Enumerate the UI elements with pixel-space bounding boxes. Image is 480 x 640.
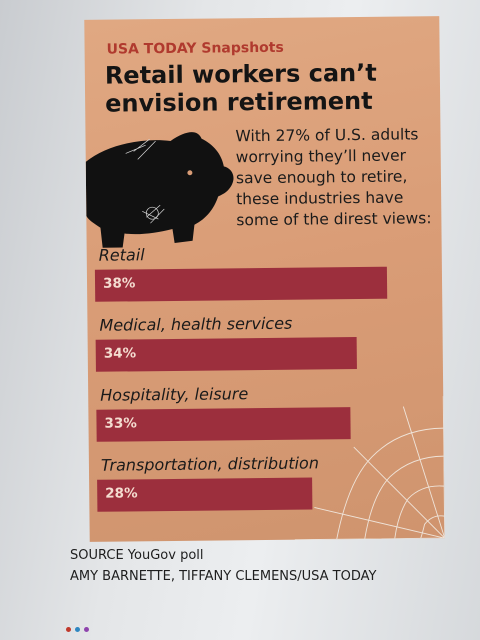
dot-red: [66, 627, 71, 632]
bar: 38%: [94, 266, 388, 302]
category-label: Hospitality, leisure: [100, 384, 249, 405]
dot-blue: [75, 627, 80, 632]
piggy-bank-icon: [85, 132, 234, 248]
category-label: Transportation, distribution: [100, 453, 320, 475]
bar-value-label: 38%: [102, 275, 136, 292]
spider-web-icon: [294, 396, 445, 540]
snapshot-graphic: USA TODAY Snapshots Retail workers can’t…: [84, 16, 445, 542]
dot-purple: [84, 627, 89, 632]
category-label: Retail: [98, 245, 145, 265]
source-line: SOURCE YouGov poll: [70, 548, 204, 563]
bar-value-label: 33%: [104, 415, 137, 432]
bar-value-label: 28%: [105, 485, 138, 502]
credit-line: AMY BARNETTE, TIFFANY CLEMENS/USA TODAY: [70, 569, 377, 584]
category-label: Medical, health services: [99, 313, 293, 335]
color-dots: [66, 617, 93, 636]
bar-value-label: 34%: [103, 345, 137, 362]
bar: 34%: [95, 337, 358, 372]
bar: 28%: [97, 477, 313, 512]
